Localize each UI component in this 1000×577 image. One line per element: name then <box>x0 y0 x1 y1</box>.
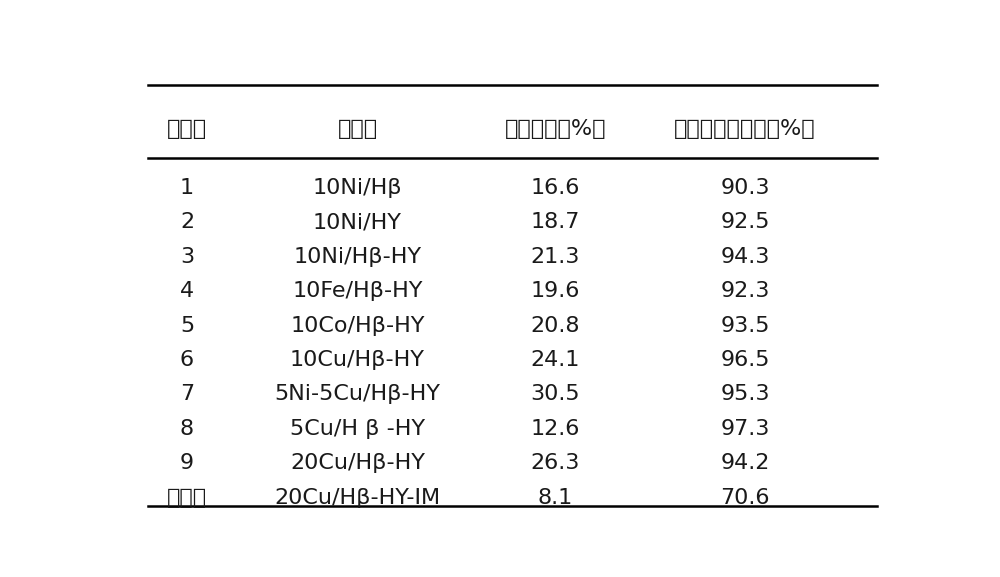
Text: 6: 6 <box>180 350 194 370</box>
Text: 20Cu/Hβ-HY: 20Cu/Hβ-HY <box>290 454 425 473</box>
Text: 5Ni-5Cu/Hβ-HY: 5Ni-5Cu/Hβ-HY <box>274 384 440 404</box>
Text: 20.8: 20.8 <box>530 316 580 336</box>
Text: 10Co/Hβ-HY: 10Co/Hβ-HY <box>290 316 425 336</box>
Text: 8.1: 8.1 <box>538 488 573 508</box>
Text: 30.5: 30.5 <box>530 384 580 404</box>
Text: 9: 9 <box>180 454 194 473</box>
Text: 10Ni/Hβ: 10Ni/Hβ <box>313 178 402 198</box>
Text: 1: 1 <box>180 178 194 198</box>
Text: 10Ni/Hβ-HY: 10Ni/Hβ-HY <box>293 247 422 267</box>
Text: 97.3: 97.3 <box>720 419 770 439</box>
Text: 5Cu/H β -HY: 5Cu/H β -HY <box>290 419 425 439</box>
Text: 70.6: 70.6 <box>720 488 770 508</box>
Text: 92.3: 92.3 <box>720 281 770 301</box>
Text: 苯转化率（%）: 苯转化率（%） <box>504 119 606 139</box>
Text: 10Ni/HY: 10Ni/HY <box>313 212 402 233</box>
Text: 2: 2 <box>180 212 194 233</box>
Text: 实施例: 实施例 <box>167 119 207 139</box>
Text: 94.3: 94.3 <box>720 247 770 267</box>
Text: 94.2: 94.2 <box>720 454 770 473</box>
Text: 3: 3 <box>180 247 194 267</box>
Text: 92.5: 92.5 <box>720 212 770 233</box>
Text: 19.6: 19.6 <box>530 281 580 301</box>
Text: 4: 4 <box>180 281 194 301</box>
Text: 对比例: 对比例 <box>167 488 207 508</box>
Text: 12.6: 12.6 <box>530 419 580 439</box>
Text: 7: 7 <box>180 384 194 404</box>
Text: 10Fe/Hβ-HY: 10Fe/Hβ-HY <box>292 281 423 301</box>
Text: 26.3: 26.3 <box>530 454 580 473</box>
Text: 10Cu/Hβ-HY: 10Cu/Hβ-HY <box>290 350 425 370</box>
Text: 18.7: 18.7 <box>530 212 580 233</box>
Text: 环己基苯选择性（%）: 环己基苯选择性（%） <box>674 119 816 139</box>
Text: 20Cu/Hβ-HY-IM: 20Cu/Hβ-HY-IM <box>274 488 441 508</box>
Text: 21.3: 21.3 <box>530 247 580 267</box>
Text: 8: 8 <box>180 419 194 439</box>
Text: 5: 5 <box>180 316 194 336</box>
Text: 95.3: 95.3 <box>720 384 770 404</box>
Text: 93.5: 93.5 <box>720 316 770 336</box>
Text: 16.6: 16.6 <box>530 178 580 198</box>
Text: 96.5: 96.5 <box>720 350 770 370</box>
Text: 24.1: 24.1 <box>530 350 580 370</box>
Text: 催化剂: 催化剂 <box>337 119 378 139</box>
Text: 90.3: 90.3 <box>720 178 770 198</box>
